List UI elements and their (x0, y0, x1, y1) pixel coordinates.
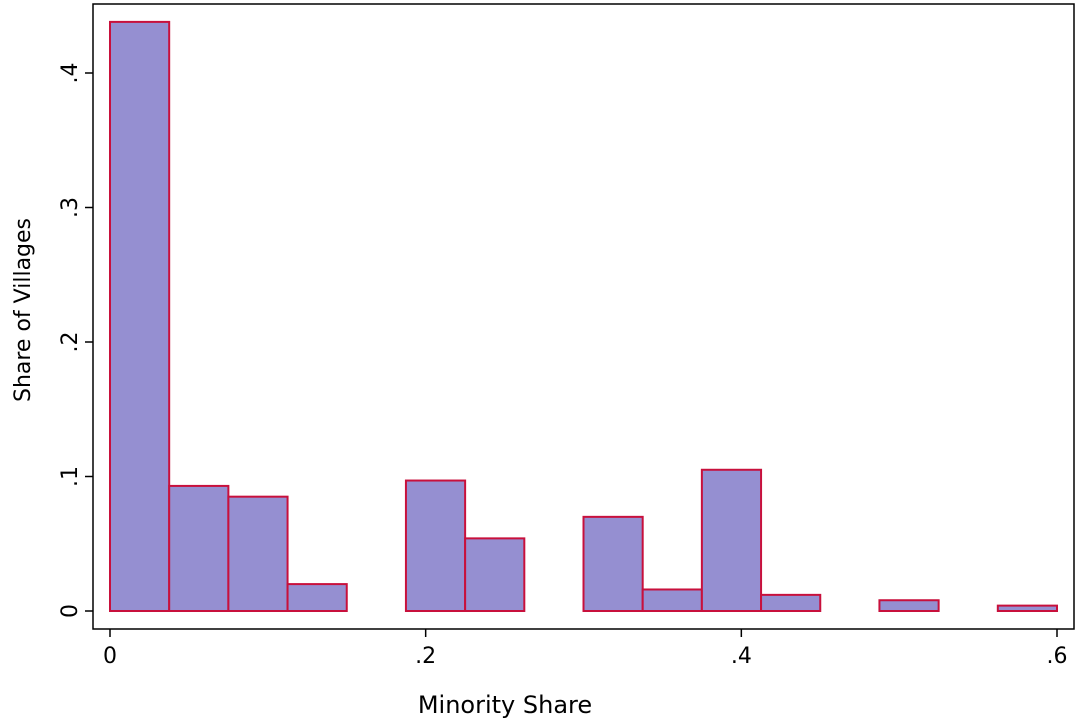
y-tick-label: 0 (58, 604, 83, 618)
histogram-bar-2 (227, 495, 289, 612)
histogram-bar-4 (404, 479, 467, 612)
histogram-bar-5 (464, 537, 526, 612)
x-tick-label: .6 (1047, 644, 1068, 669)
histogram-bar-7 (641, 588, 703, 612)
histogram-bar-10 (878, 599, 940, 612)
bars-group (109, 20, 1058, 613)
x-tick-label: .2 (415, 644, 436, 669)
histogram-bar-8 (700, 468, 763, 612)
plot-frame (92, 3, 1075, 630)
histogram-bar-3 (286, 583, 348, 612)
histogram-bar-6 (582, 515, 644, 612)
x-tick-label: 0 (103, 644, 117, 669)
histogram-bar-11 (996, 604, 1058, 612)
y-tick-label: .1 (58, 466, 83, 487)
y-tick-label: .3 (58, 197, 83, 218)
histogram-bar-0 (109, 20, 171, 612)
y-axis: 0 .1 .2 .3 .4 (58, 63, 93, 618)
x-tick-label: .4 (731, 644, 752, 669)
histogram-bar-9 (760, 593, 822, 612)
y-tick-label: .4 (58, 63, 83, 84)
x-axis: 0 .2 .4 .6 (103, 629, 1068, 669)
y-tick-label: .2 (58, 332, 83, 353)
y-axis-title: Share of Villages (11, 218, 36, 402)
x-axis-title: Minority Share (418, 691, 592, 719)
histogram-bar-1 (168, 484, 230, 613)
